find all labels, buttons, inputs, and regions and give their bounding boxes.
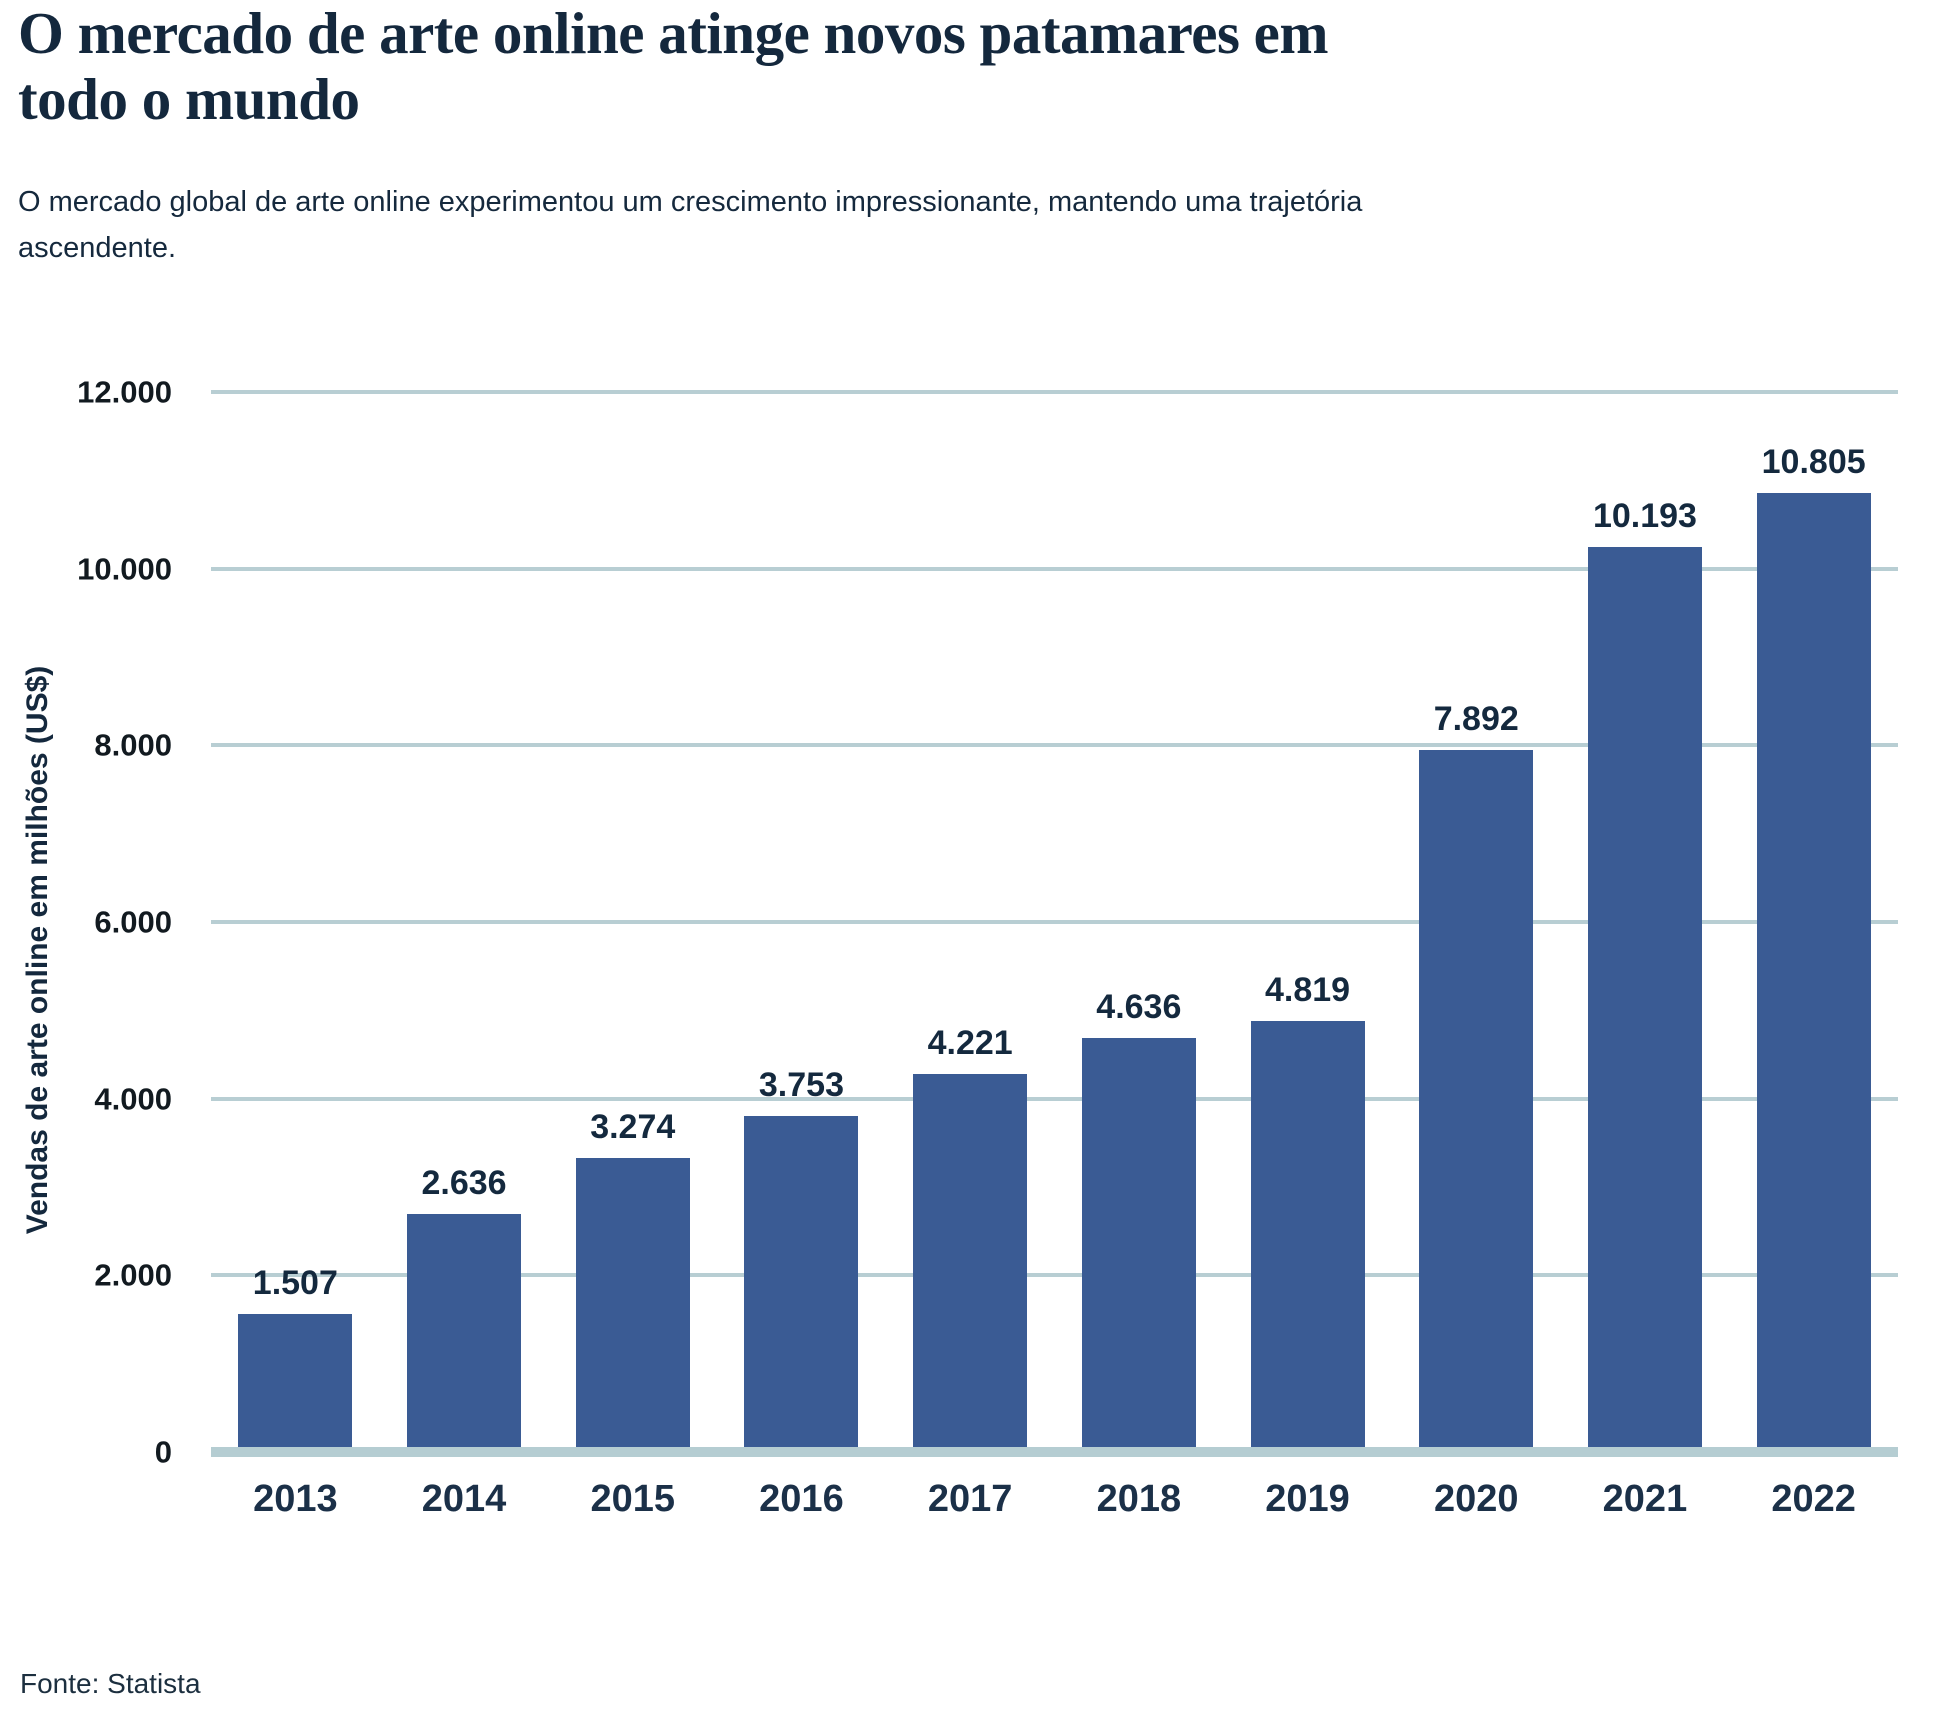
page-title-line-1: O mercado de arte online atinge novos pa… — [18, 0, 1329, 66]
x-axis-baseline — [211, 1447, 1898, 1457]
page-title-line-2: todo o mundo — [18, 66, 360, 133]
page-title: O mercado de arte online atinge novos pa… — [18, 0, 1329, 133]
page-subtitle-line-1: O mercado global de arte online experime… — [18, 186, 1363, 218]
bar-2017 — [913, 1074, 1028, 1447]
gridline — [211, 1096, 1898, 1101]
gridline — [211, 743, 1898, 748]
bar-value-label: 10.193 — [1592, 496, 1697, 535]
x-tick-label: 2014 — [421, 1478, 507, 1520]
bar-2016 — [744, 1115, 859, 1447]
y-tick-label: 4.000 — [94, 1081, 172, 1117]
page-subtitle-line-2: ascendente. — [18, 231, 177, 264]
y-tick-label: 2.000 — [94, 1257, 172, 1293]
bar-2022 — [1756, 492, 1871, 1447]
bar-value-label: 3.753 — [758, 1065, 844, 1104]
bar-value-label: 7.892 — [1433, 699, 1519, 738]
bar-2021 — [1587, 546, 1702, 1447]
x-tick-label: 2018 — [1096, 1478, 1182, 1520]
bar-2019 — [1250, 1021, 1365, 1447]
gridline — [211, 390, 1898, 394]
x-tick-label: 2022 — [1771, 1478, 1856, 1520]
plot-area: 0 2.000 4.000 6.000 8.000 10.000 12.000 1.507 20… — [77, 377, 1898, 1518]
y-tick-label: 6.000 — [94, 904, 172, 940]
y-axis-title: Vendas de arte online em milhões (US$) — [21, 665, 54, 1235]
bar-value-label: 4.819 — [1265, 971, 1351, 1010]
bar-2014 — [407, 1214, 522, 1447]
bar-value-label: 1.507 — [252, 1263, 338, 1302]
x-tick-label: 2017 — [927, 1478, 1013, 1520]
gridline — [211, 566, 1898, 571]
y-tick-label: 8.000 — [94, 727, 172, 763]
bar-2018 — [1081, 1037, 1196, 1447]
x-tick-label: 2020 — [1433, 1478, 1519, 1520]
source-credit: Fonte: Statista — [20, 1668, 201, 1699]
bar-value-label: 4.636 — [1096, 987, 1182, 1026]
y-tick-label: 12.000 — [77, 374, 172, 410]
gridline — [211, 920, 1898, 924]
page-subtitle: O mercado global de arte online experime… — [18, 180, 1362, 272]
y-tick-label: 0 — [154, 1434, 172, 1470]
bar-2015 — [575, 1157, 690, 1447]
bar-value-label: 3.274 — [590, 1107, 676, 1146]
y-tick-label: 10.000 — [77, 551, 172, 587]
bar-value-label: 2.636 — [421, 1164, 507, 1203]
x-tick-label: 2021 — [1602, 1478, 1688, 1520]
bar-value-label: 10.805 — [1761, 442, 1866, 481]
x-tick-label: 2019 — [1265, 1478, 1350, 1520]
gridline — [211, 1273, 1898, 1278]
x-tick-label: 2013 — [253, 1478, 338, 1520]
bar-value-label: 4.221 — [927, 1024, 1013, 1063]
x-tick-label: 2015 — [590, 1478, 676, 1520]
x-tick-label: 2016 — [759, 1478, 844, 1520]
bar-2013 — [238, 1313, 353, 1447]
bar-2020 — [1419, 749, 1534, 1447]
